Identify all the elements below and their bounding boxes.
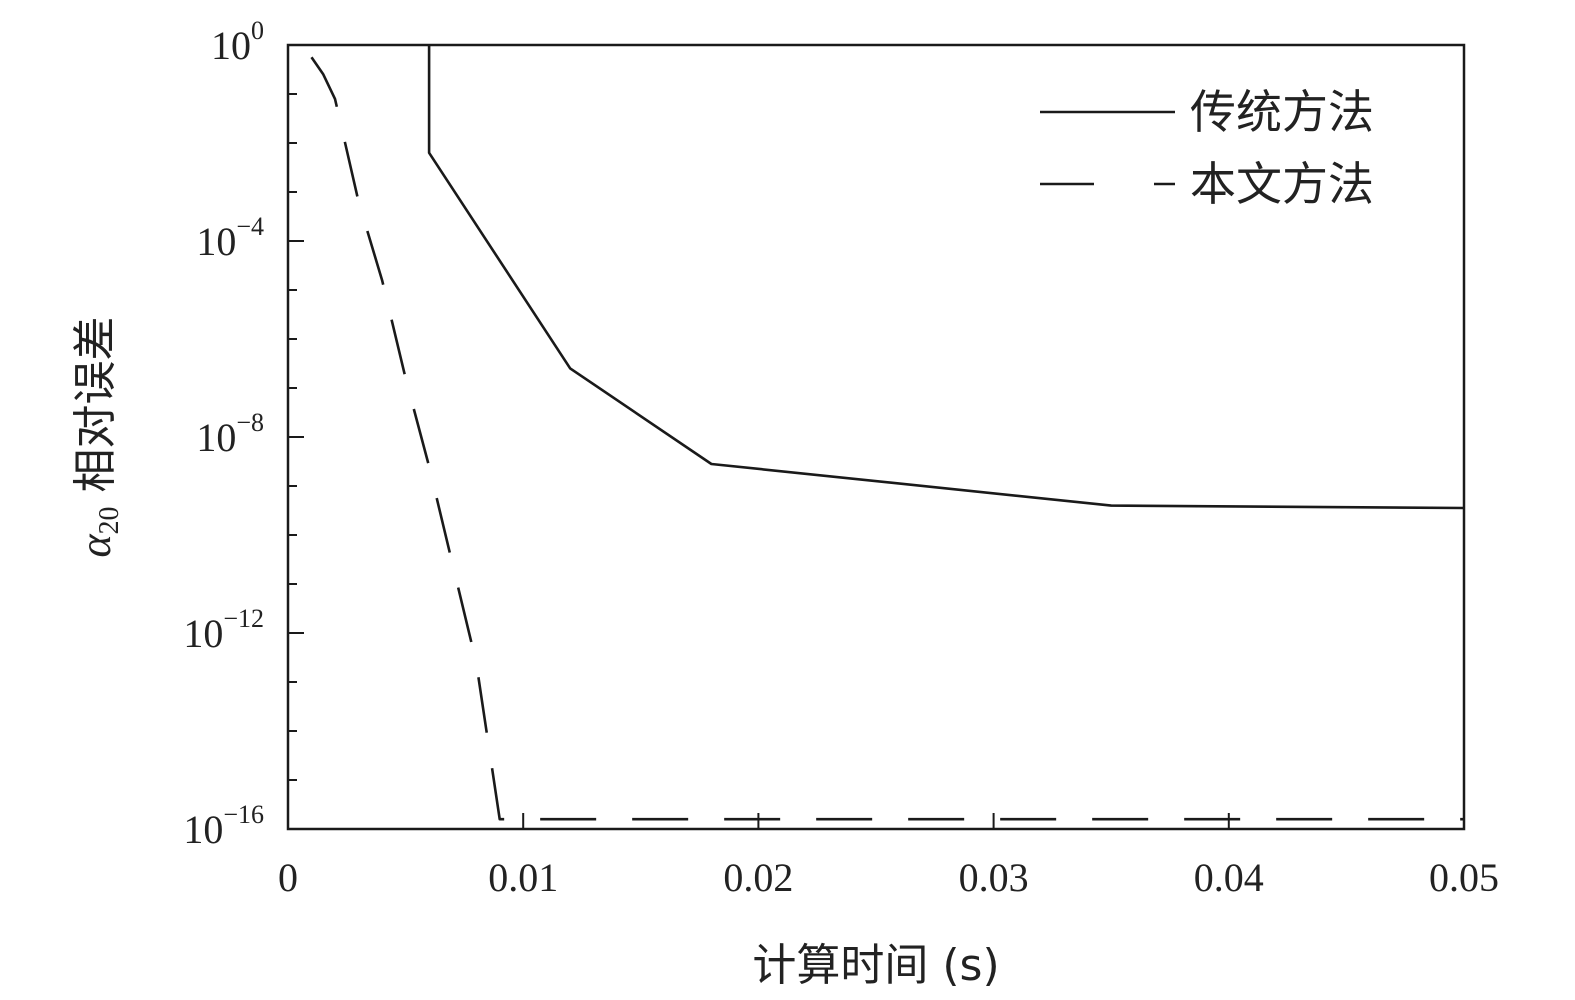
series-layer — [310, 45, 1465, 821]
y-tick-label: 100 — [211, 16, 264, 68]
legend-label-1: 传统方法 — [1190, 85, 1374, 139]
x-ticks: 0 0.01 0.02 0.03 0.04 0.05 — [278, 813, 1499, 900]
y-tick-base: 10 — [183, 807, 223, 852]
y-tick-base: 10 — [211, 23, 251, 68]
x-axis-title: 计算时间 (s) — [752, 940, 999, 991]
y-tick-exponent: −8 — [236, 408, 264, 437]
x-tick-label: 0.02 — [723, 855, 793, 900]
y-tick-label: 10−16 — [183, 800, 264, 852]
y-tick-label: 10−8 — [196, 408, 264, 460]
legend-label-2: 本文方法 — [1190, 157, 1374, 211]
x-tick-label: 0.03 — [959, 855, 1029, 900]
y-axis-symbol: α — [71, 534, 120, 558]
x-tick-label: 0.04 — [1194, 855, 1264, 900]
y-axis-subscript: 20 — [94, 506, 125, 534]
y-tick-label: 10−12 — [183, 604, 264, 656]
y-tick-base: 10 — [183, 611, 223, 656]
x-tick-label: 0.01 — [488, 855, 558, 900]
y-tick-exponent: −16 — [223, 800, 264, 829]
series-line-2 — [310, 56, 1464, 821]
y-tick-label: 10−4 — [196, 212, 264, 264]
x-tick-label: 0.05 — [1429, 855, 1499, 900]
y-tick-base: 10 — [196, 415, 236, 460]
y-axis-title: α20 相对误差 — [70, 316, 125, 557]
series-line-1 — [427, 45, 1465, 510]
y-axis-label-text: 相对误差 — [70, 316, 121, 492]
y-tick-exponent: 0 — [251, 16, 264, 45]
y-tick-exponent: −4 — [236, 212, 264, 241]
x-tick-label: 0 — [278, 855, 298, 900]
y-tick-exponent: −12 — [223, 604, 264, 633]
y-tick-base: 10 — [196, 219, 236, 264]
